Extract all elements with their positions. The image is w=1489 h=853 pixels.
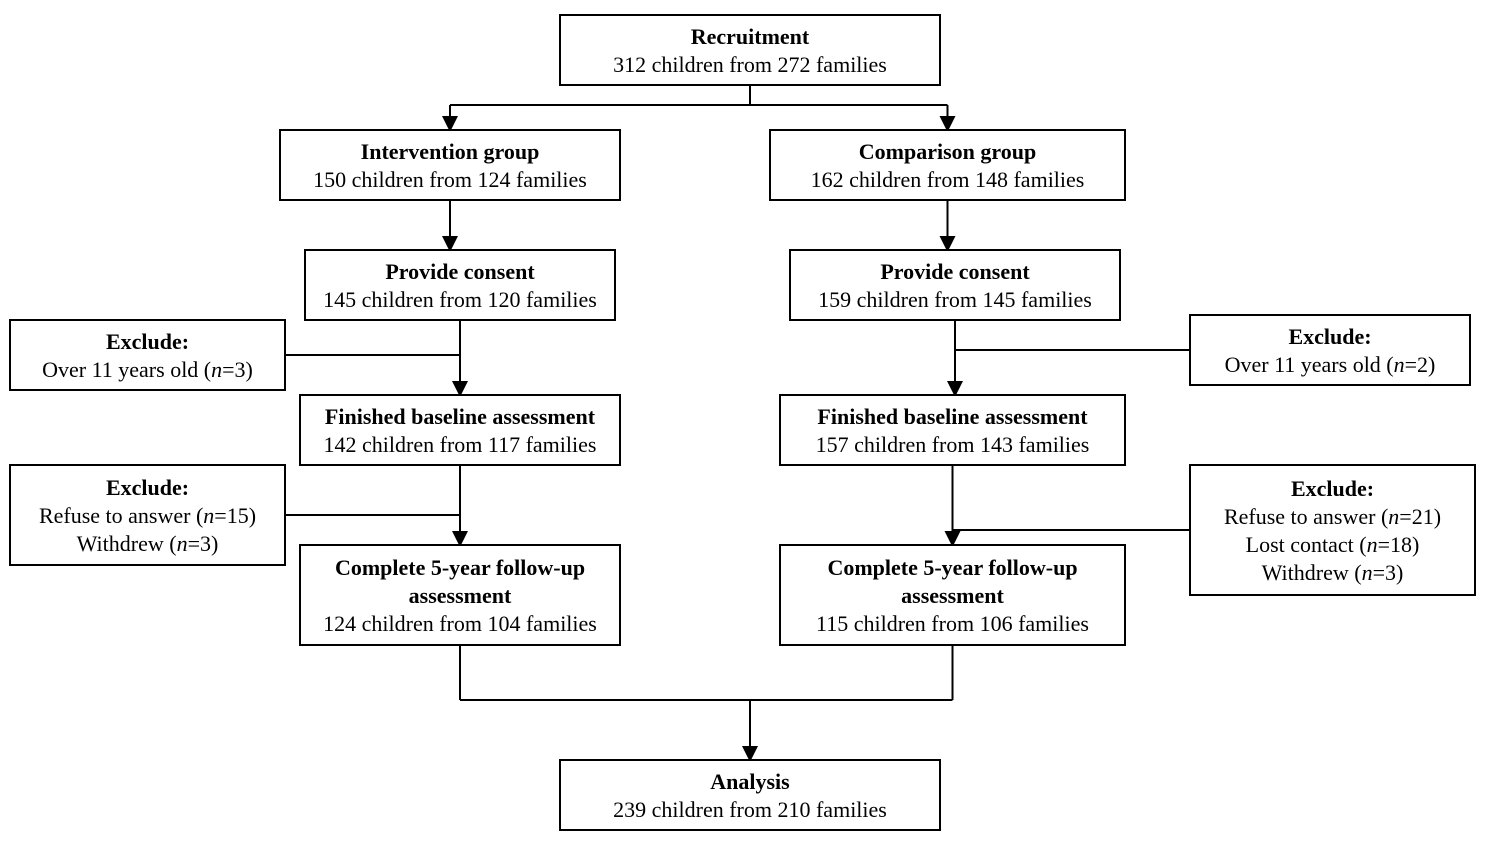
- node-text: Over 11 years old (n=2): [1225, 352, 1436, 377]
- flow-node-excl_l2: Exclude: Refuse to answer (n=15) Withdrew …: [10, 465, 285, 565]
- node-text: Recruitment: [691, 24, 810, 49]
- node-text: Refuse to answer (n=21): [1224, 504, 1441, 529]
- flow-node-comp_fu: Complete 5-year follow-up assessment 115 c…: [780, 545, 1125, 645]
- node-text: Intervention group: [361, 139, 540, 164]
- flow-node-analysis: Analysis 239 children from 210 families: [560, 760, 940, 830]
- node-text: Comparison group: [859, 139, 1036, 164]
- flowchart-canvas: Recruitment 312 children from 272 familie…: [0, 0, 1489, 853]
- node-text: Exclude:: [106, 475, 189, 500]
- node-text: Withdrew (n=3): [1262, 560, 1404, 585]
- node-text: Exclude:: [106, 329, 189, 354]
- node-text: assessment: [409, 583, 512, 608]
- node-text: Finished baseline assessment: [325, 404, 596, 429]
- node-text: Complete 5-year follow-up: [335, 555, 585, 580]
- node-text: Provide consent: [385, 259, 535, 284]
- flow-node-excl_r2: Exclude: Refuse to answer (n=21) Lost cont…: [1190, 465, 1475, 595]
- node-text: 142 children from 117 families: [324, 432, 597, 457]
- node-text: Lost contact (n=18): [1246, 532, 1420, 557]
- node-text: Analysis: [710, 769, 790, 794]
- flow-node-comp_group: Comparison group 162 children from 148 fa…: [770, 130, 1125, 200]
- node-text: 239 children from 210 families: [613, 797, 887, 822]
- flow-node-interv_consent: Provide consent 145 children from 120 fam…: [305, 250, 615, 320]
- node-text: 145 children from 120 families: [323, 287, 597, 312]
- node-text: 162 children from 148 families: [811, 167, 1085, 192]
- node-text: Refuse to answer (n=15): [39, 503, 256, 528]
- flow-node-interv_fu: Complete 5-year follow-up assessment 124 c…: [300, 545, 620, 645]
- node-text: 312 children from 272 families: [613, 52, 887, 77]
- node-text: Exclude:: [1291, 476, 1374, 501]
- flow-node-interv_base: Finished baseline assessment 142 children…: [300, 395, 620, 465]
- flow-node-interv_group: Intervention group 150 children from 124 …: [280, 130, 620, 200]
- node-text: assessment: [901, 583, 1004, 608]
- node-text: 115 children from 106 families: [816, 611, 1089, 636]
- node-text: Withdrew (n=3): [77, 531, 219, 556]
- node-text: 157 children from 143 families: [816, 432, 1090, 457]
- flow-node-comp_consent: Provide consent 159 children from 145 fam…: [790, 250, 1120, 320]
- node-text: 159 children from 145 families: [818, 287, 1092, 312]
- flow-node-recruit: Recruitment 312 children from 272 familie…: [560, 15, 940, 85]
- node-text: Finished baseline assessment: [817, 404, 1088, 429]
- node-text: Provide consent: [880, 259, 1030, 284]
- node-text: Complete 5-year follow-up: [827, 555, 1077, 580]
- flow-node-comp_base: Finished baseline assessment 157 children…: [780, 395, 1125, 465]
- node-text: 150 children from 124 families: [313, 167, 587, 192]
- flow-node-excl_r1: Exclude: Over 11 years old (n=2): [1190, 315, 1470, 385]
- flow-node-excl_l1: Exclude: Over 11 years old (n=3): [10, 320, 285, 390]
- node-text: 124 children from 104 families: [323, 611, 597, 636]
- node-text: Over 11 years old (n=3): [42, 357, 253, 382]
- node-text: Exclude:: [1288, 324, 1371, 349]
